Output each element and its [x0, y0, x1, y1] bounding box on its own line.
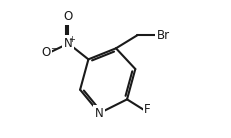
Text: O: O: [64, 10, 73, 23]
Text: −: −: [50, 44, 57, 53]
Text: +: +: [68, 35, 75, 44]
Text: N: N: [95, 107, 103, 120]
Text: N: N: [64, 37, 73, 50]
Text: Br: Br: [156, 29, 169, 42]
Text: O: O: [41, 46, 50, 59]
Text: F: F: [144, 103, 150, 116]
